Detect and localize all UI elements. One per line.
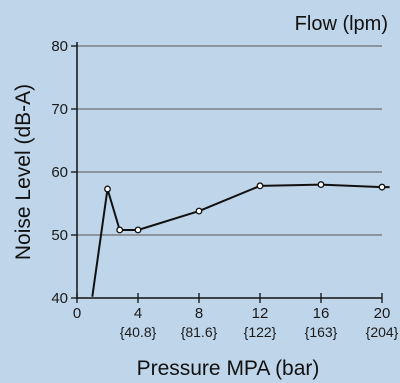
- grid-lines: [77, 45, 382, 236]
- data-point: [378, 183, 386, 191]
- y-axis-title: Noise Level (dB-A): [12, 84, 35, 260]
- x-axis-title: Pressure MPA (bar): [137, 357, 320, 380]
- data-point: [317, 181, 325, 189]
- y-tick-label: 80: [51, 38, 68, 55]
- data-point: [116, 226, 124, 234]
- x-tick-label: 8: [195, 305, 203, 322]
- x-tick-sublabel: {163}: [305, 324, 338, 340]
- x-tick-sublabel: {40.8}: [120, 324, 157, 340]
- x-tick-label: 4: [134, 305, 142, 322]
- data-point: [195, 207, 203, 215]
- data-point: [134, 226, 142, 234]
- axes: [71, 42, 383, 303]
- data-series: [91, 181, 390, 297]
- y-tick-label: 70: [51, 101, 68, 118]
- x-tick-sublabel: {204}: [366, 324, 399, 340]
- x-tick-label: 12: [252, 305, 269, 322]
- chart-title: Flow (lpm): [295, 13, 388, 35]
- x-tick-label: 16: [313, 305, 330, 322]
- tick-labels: 40 50 60 70 80 0 4 {40.8} 8 {81.6} 12 {122} 16 {163} 2…: [51, 38, 398, 340]
- data-point: [104, 185, 111, 193]
- y-tick-label: 60: [51, 164, 68, 181]
- x-tick-label: 20: [374, 305, 391, 322]
- data-point: [256, 182, 264, 190]
- y-tick-label: 40: [51, 290, 68, 307]
- x-tick-label: 0: [73, 305, 81, 322]
- y-tick-label: 50: [51, 227, 68, 244]
- series-line: [91, 183, 390, 297]
- x-tick-sublabel: {122}: [244, 324, 277, 340]
- x-tick-sublabel: {81.6}: [181, 324, 218, 340]
